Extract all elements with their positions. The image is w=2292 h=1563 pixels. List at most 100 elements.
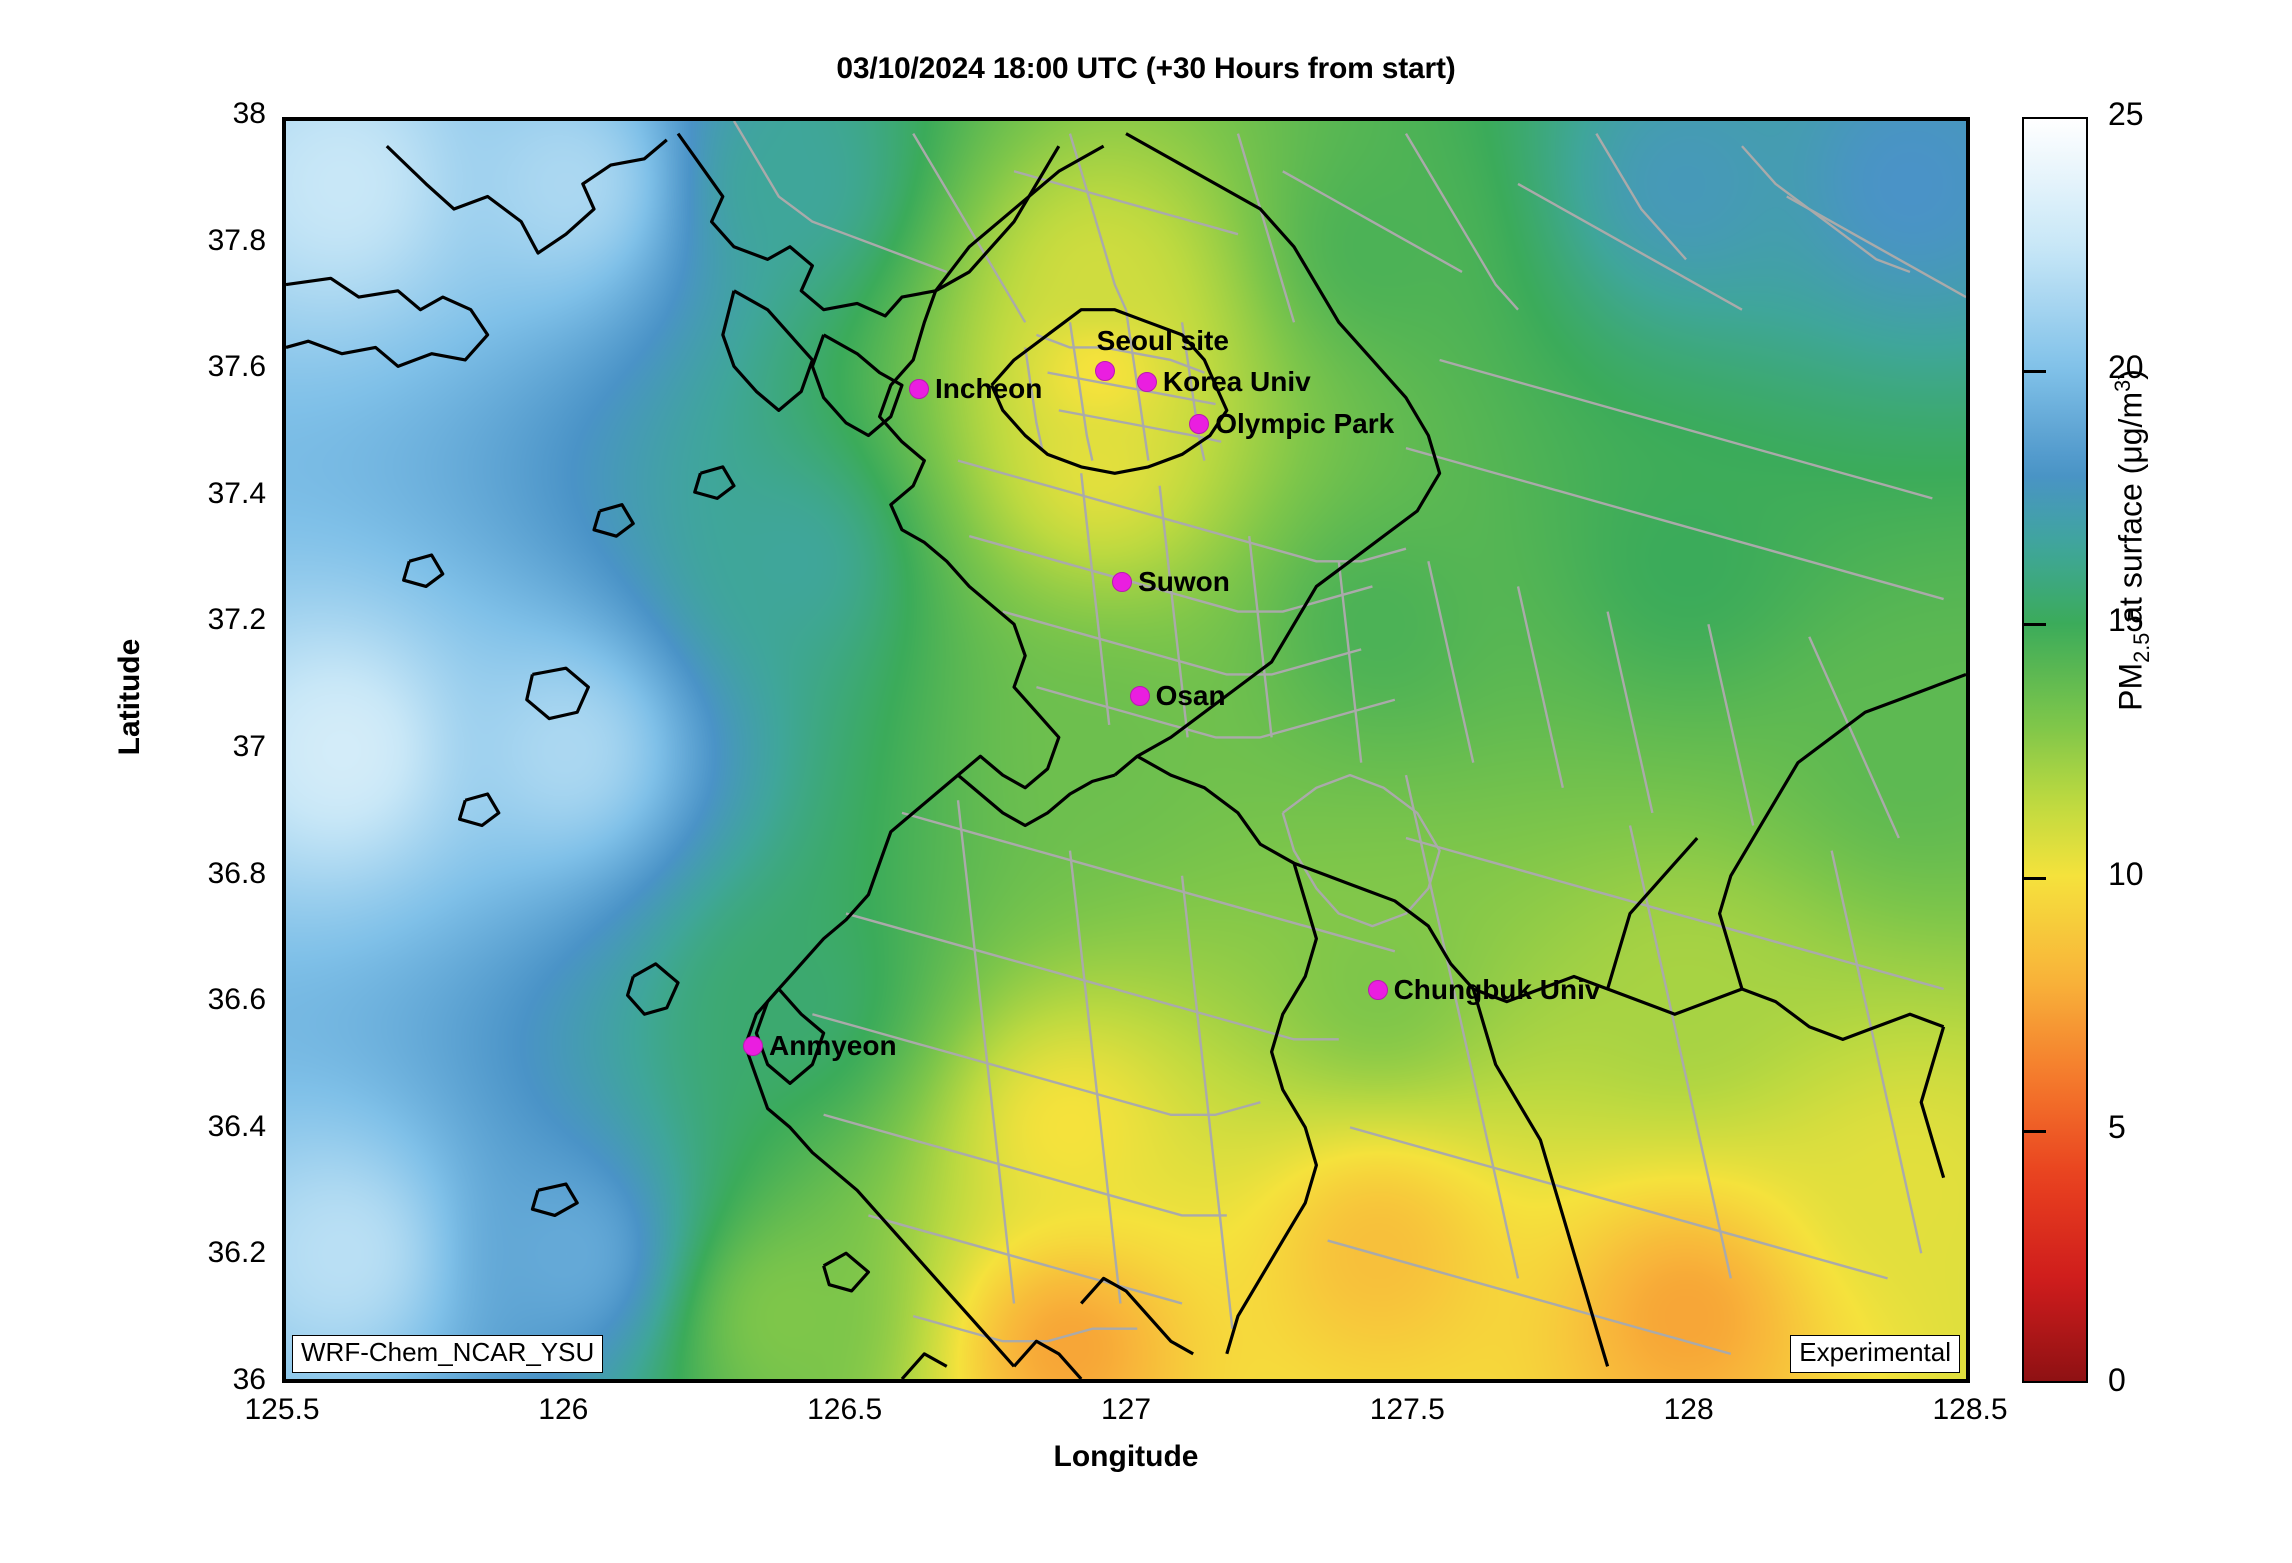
coastline-segment [754,987,826,1085]
coastline-segment [693,465,736,500]
coastline-segment [990,308,1229,475]
y-tick-36: 36 [232,1363,266,1396]
province-boundary-segment [868,1214,1183,1305]
coastline-segment [900,1352,948,1379]
colorbar-title-middle: at surface (μg/m [2112,391,2149,633]
x-tick-126: 126 [538,1393,589,1426]
province-boundary-segment [1068,850,1122,1304]
coastline-segment [1471,988,1610,1367]
province-boundary-segment [1036,333,1205,374]
colorbar-tick-label-25: 25 [2108,96,2144,132]
province-boundary-segment [1786,195,1966,299]
province-boundary-segment [1023,347,1044,449]
province-boundary-segment [1439,358,1933,500]
x-tick-128-5: 128.5 [1932,1393,2008,1426]
coastline-segment [1080,1276,1194,1356]
colorbar-title-prefix: PM [2112,662,2149,711]
province-boundary-segment [1349,1126,1888,1280]
coastline-segment [1717,672,1966,990]
coastline-segment [1012,1339,1083,1379]
province-boundary-segment [845,912,1339,1041]
y-tick-37: 37 [232,730,266,763]
station-dot-icon [1136,371,1157,392]
y-tick-36-6: 36.6 [207,983,266,1017]
station-label: Chungbuk Univ [1393,974,1601,1006]
province-boundary-segment [1236,133,1296,323]
colorbar-tick-label-5: 5 [2108,1108,2126,1145]
x-tick-127: 127 [1100,1393,1152,1426]
coastline-and-national-boundary [286,132,1966,1379]
y-tick-36-4: 36.4 [207,1109,266,1143]
x-tick-127-5: 127.5 [1369,1393,1445,1426]
coastline-segment [530,1182,579,1218]
coastline-segment [402,553,445,589]
coastline-segment [934,144,1105,292]
province-boundary-segment [1180,875,1234,1329]
map-boundaries-overlay [286,121,1966,1379]
station-label: Anmyeon [769,1029,897,1061]
colorbar-title-suffix: ) [2112,369,2149,380]
province-boundary-segment [1628,825,1732,1279]
province-boundary-segment [1282,170,1463,273]
province-boundary-segment [1047,371,1216,406]
province-boundary-segment [1595,133,1687,261]
province-boundary-segment [1002,610,1362,676]
y-tick-38: 38 [232,97,266,130]
province-boundary-segment [812,1013,1261,1116]
colorbar-title-superscript: 3 [2110,379,2135,392]
station-label: Suwon [1138,565,1230,597]
station-label: Seoul site [1096,325,1229,357]
province-boundary-segment [1405,836,1944,991]
station-dot-icon [1189,413,1210,434]
coastline-segment [457,792,501,828]
x-tick-126-5: 126.5 [807,1393,883,1426]
province-boundary-segment [1405,446,1944,601]
colorbar-tick-mark-5 [2022,1129,2046,1133]
colorbar-gradient [2024,119,2086,1381]
y-tick-37-8: 37.8 [207,223,266,257]
coastline-segment [1606,836,1699,990]
province-boundary-segment [956,800,1016,1304]
x-tick-128: 128 [1663,1393,1714,1426]
chart-title: 03/10/2024 18:00 UTC (+30 Hours from sta… [836,52,1456,85]
coastline-segment [1225,862,1318,1355]
colorbar-tick-label-0: 0 [2108,1362,2126,1398]
y-tick-37-4: 37.4 [207,476,266,510]
y-tick-37-6: 37.6 [207,350,266,384]
station-label: Olympic Park [1215,407,1395,439]
coastline-segment [625,962,680,1016]
coastline-segment [1136,754,1945,1041]
colorbar [2022,117,2088,1383]
province-boundary-segment [957,459,1407,563]
province-boundary-segment [1830,850,1923,1254]
province-boundary-segment [1707,623,1755,826]
province-boundary-segment [823,1113,1227,1217]
province-boundary-segment [1068,133,1128,311]
province-boundary-lines [732,121,1966,1356]
coastline-segment [822,1251,871,1293]
y-tick-36-2: 36.2 [207,1236,266,1270]
coastline-segment [1919,1026,1946,1179]
province-boundary-segment [1337,561,1363,763]
pm25-heatmap-field [286,121,1966,1379]
province-boundary-segment [1068,322,1094,461]
y-tick-37-2: 37.2 [207,603,266,637]
coastline-segment [810,333,904,438]
province-boundary-segment [1013,170,1239,236]
model-name-box: WRF-Chem_NCAR_YSU [292,1335,604,1373]
province-boundary-segment [1606,611,1654,814]
coastline-segment [743,290,1061,1368]
province-boundary-segment [1180,322,1206,461]
station-dot-icon [1094,361,1115,382]
station-label: Incheon [935,372,1043,404]
station-dot-icon [1367,980,1388,1001]
station-dot-icon [1112,571,1133,592]
colorbar-tick-mark-15 [2022,623,2046,627]
map-axes[interactable]: Seoul site Incheon Korea Univ Olympic Park S… [282,117,1970,1383]
coastline-segment [286,276,490,368]
province-boundary-segment [1404,774,1520,1279]
station-dot-icon [743,1035,763,1056]
station-label: Korea Univ [1162,365,1311,397]
province-boundary-segment [1158,485,1189,738]
x-tick-125-5: 125.5 [244,1393,320,1426]
